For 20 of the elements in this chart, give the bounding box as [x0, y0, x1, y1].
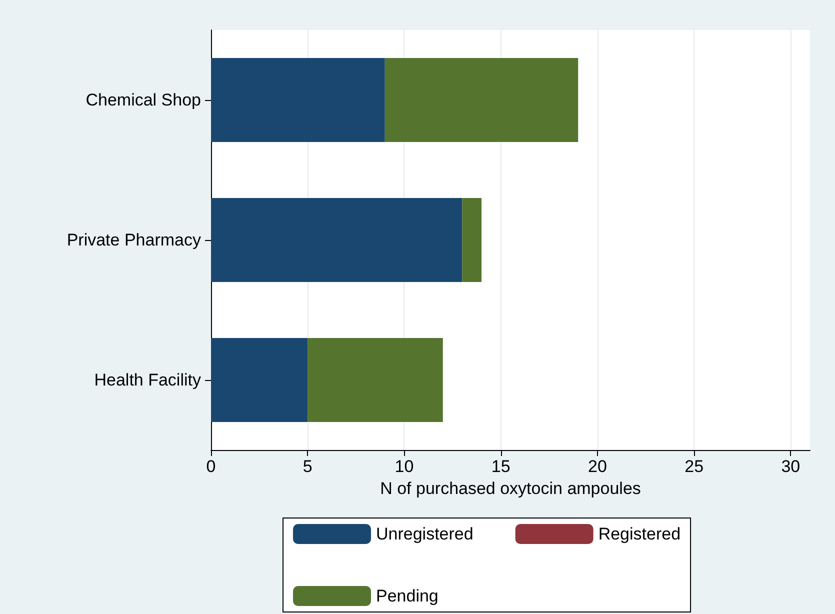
legend-label: Pending: [376, 586, 438, 606]
bar: [211, 58, 385, 142]
legend-label: Unregistered: [376, 524, 474, 544]
bar: [211, 198, 462, 282]
x-tick-label: 5: [302, 457, 312, 476]
bar: [384, 58, 578, 142]
x-tick-label: 25: [684, 457, 704, 476]
x-tick-label: 20: [588, 457, 607, 476]
x-tick-label: 0: [206, 457, 216, 476]
y-tick-label: Health Facility: [94, 370, 202, 390]
bar: [308, 338, 443, 422]
bar: [211, 338, 308, 422]
x-tick-label: 30: [781, 457, 800, 476]
y-tick-label: Chemical Shop: [86, 90, 201, 110]
y-tick-label: Private Pharmacy: [66, 230, 202, 250]
x-axis-title: N of purchased oxytocin ampoules: [380, 478, 641, 498]
legend-label: Registered: [598, 524, 681, 544]
bar: [462, 198, 482, 282]
x-tick-label: 10: [394, 457, 414, 476]
x-tick-label: 15: [491, 457, 510, 476]
